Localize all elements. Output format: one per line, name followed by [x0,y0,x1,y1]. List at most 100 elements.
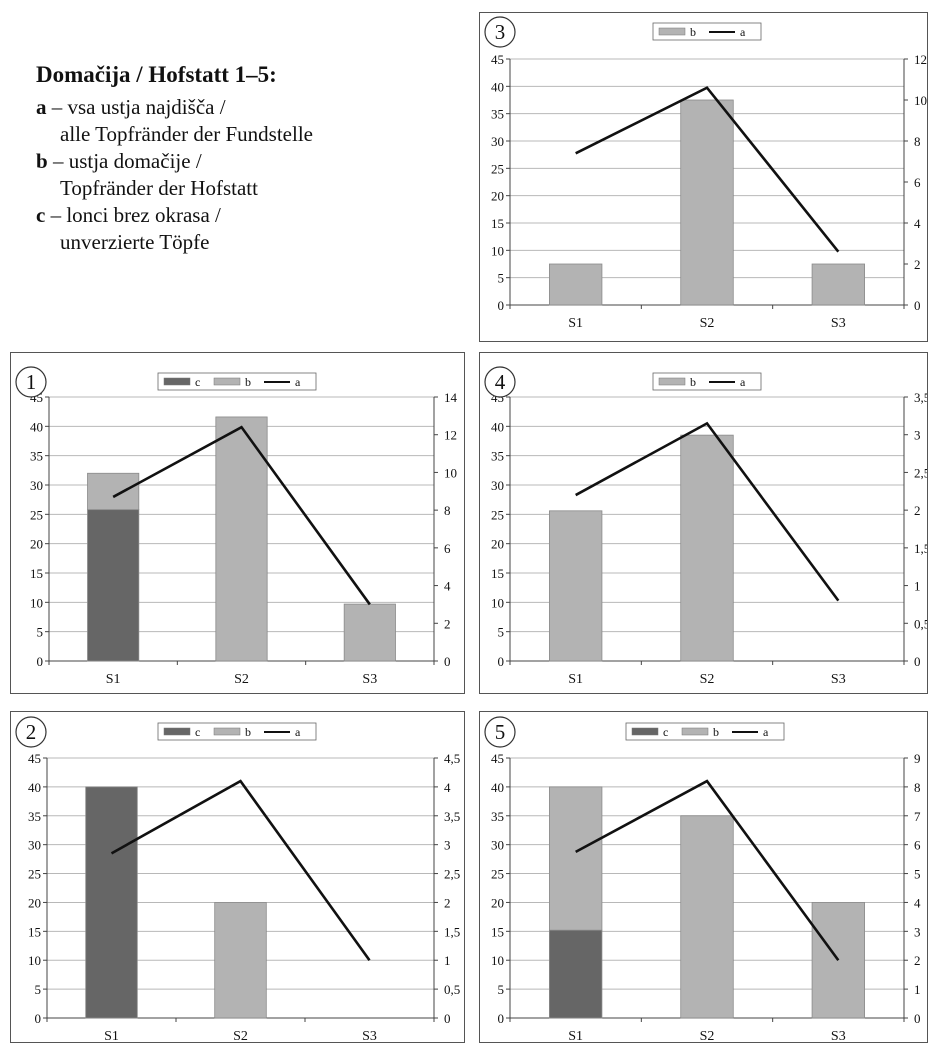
panel-number-circle [484,16,516,48]
x-tick-label: S1 [106,672,121,687]
right-tick-label: 14 [444,390,458,405]
right-tick-label: 9 [914,751,921,766]
legend-label-a: a [740,25,746,39]
x-tick-label: S2 [233,1029,248,1042]
legend-label-a: a [740,375,746,389]
legend-swatch-b [658,377,686,386]
right-tick-label: 5 [914,867,921,882]
legend-label-c: c [195,375,200,389]
left-tick-label: 10 [28,953,41,968]
left-tick-label: 20 [491,895,504,910]
bar-b-s1 [87,472,140,511]
right-tick-label: 0 [444,654,451,669]
panel-number-circle [15,366,47,398]
x-tick-label: S1 [104,1029,119,1042]
chart-panel-1: 0 5 10 15 20 25 30 35 40 45 0 2 4 6 8 10 12 14 S1 S2 S3 1 c b a [10,352,465,694]
left-tick-label: 10 [491,953,504,968]
right-tick-label: 2,5 [914,465,927,480]
left-tick-label: 15 [491,216,504,231]
legend-label-b: b [690,25,696,39]
chart-panel-4: 0 5 10 15 20 25 30 35 40 45 0 0,5 1 1,5 2 2,5 3 3,5 S1 S2 S3… [479,352,928,694]
right-tick-label: 2 [914,257,921,272]
chart-panel-2: 0 5 10 15 20 25 30 35 40 45 0 0,5 1 1,5 2 2,5 3 3,5 4 4,5 S1… [10,711,465,1043]
left-tick-label: 5 [498,625,505,640]
panel-number: 5 [495,720,506,744]
left-tick-label: 25 [491,161,504,176]
line-a [112,425,371,606]
panel-number: 1 [26,370,37,394]
bar-b-s2 [680,815,734,1019]
x-tick-label: S2 [700,672,715,687]
right-tick-label: 2,5 [444,867,460,882]
left-tick-label: 25 [491,507,504,522]
legend-key-c: c [36,203,46,227]
line-a [575,86,840,253]
bar-b-s2 [214,902,267,1019]
right-tick-label: 3 [444,838,451,853]
right-tick-label: 0 [444,1011,451,1026]
left-tick-label: 40 [30,419,43,434]
legend-label-c: c [663,725,668,739]
panel-number-circle [484,366,516,398]
x-tick-label: S3 [362,1029,377,1042]
right-tick-label: 2 [444,616,451,631]
legend-swatch-c [163,377,191,386]
bar-b-s2 [680,99,734,306]
right-tick-label: 8 [914,780,921,795]
left-tick-label: 5 [37,625,44,640]
left-tick-label: 45 [28,751,41,766]
x-tick-label: S3 [831,1029,846,1042]
x-tick-label: S1 [568,316,583,331]
legend-text-b-2: Topfränder der Hofstatt [60,176,258,200]
panel-number-circle [484,716,516,748]
left-tick-label: 20 [28,895,41,910]
left-tick-label: 30 [491,478,504,493]
left-tick-label: 5 [498,982,505,997]
x-tick-label: S2 [700,316,715,331]
right-tick-label: 1 [914,982,921,997]
right-tick-label: 4 [444,780,451,795]
left-tick-label: 25 [30,507,43,522]
left-tick-label: 10 [491,243,504,258]
right-tick-label: 3 [914,924,921,939]
right-tick-label: 10 [444,465,457,480]
right-tick-label: 8 [914,134,921,149]
x-tick-label: S3 [362,672,377,687]
left-tick-label: 40 [491,419,504,434]
legend-label-b: b [245,375,251,389]
legend-label-a: a [295,725,301,739]
right-tick-label: 6 [914,175,921,190]
x-tick-label: S3 [831,672,846,687]
left-tick-label: 15 [491,566,504,581]
line-a [575,421,840,602]
x-tick-label: S1 [568,1029,583,1042]
left-tick-label: 15 [28,924,41,939]
right-tick-label: 1 [444,953,451,968]
legend-text-b-1: – ustja domačije / [52,149,202,173]
left-tick-label: 20 [491,189,504,204]
bar-c-s1 [549,929,603,1019]
right-tick-label: 1,5 [444,924,460,939]
x-tick-label: S2 [700,1029,715,1042]
left-tick-label: 40 [491,780,504,795]
chart-legend-box [652,22,762,41]
bar-b-s2 [680,434,734,662]
legend-label-b: b [690,375,696,389]
left-tick-label: 35 [491,449,504,464]
bar-b-s3 [811,902,866,1019]
legend-swatch-c [163,727,191,736]
legend-label-b: b [713,725,719,739]
right-tick-label: 10 [914,93,927,108]
legend-text-a-2: alle Topfränder der Fundstelle [60,122,313,146]
legend-swatch-b [213,727,241,736]
legend-swatch-b [681,727,709,736]
chart-panel-5: 0 5 10 15 20 25 30 35 40 45 0 1 2 3 4 5 6 7 8 9 S1 S2 S3 5 c b a [479,711,928,1043]
right-tick-label: 3 [914,428,921,443]
left-tick-label: 25 [491,867,504,882]
panel-number-circle [15,716,47,748]
legend-key-a: a [36,95,47,119]
legend-swatch-b [658,27,686,36]
x-tick-label: S2 [234,672,249,687]
